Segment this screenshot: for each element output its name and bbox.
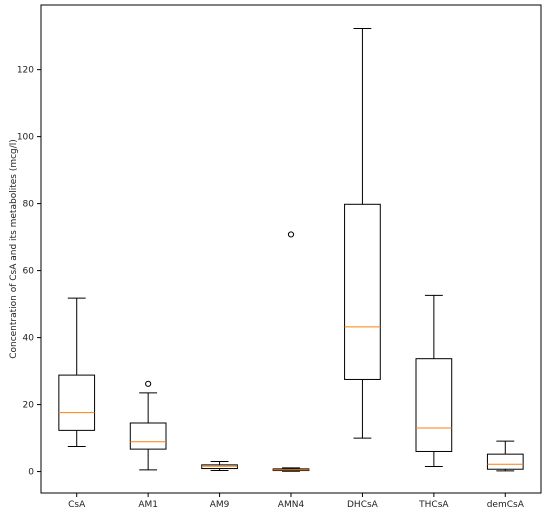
x-tick-label: demCsA (487, 500, 525, 510)
y-tick-label: 60 (23, 267, 35, 277)
y-tick-label: 0 (28, 468, 34, 478)
plot-area (40, 4, 542, 494)
box-thcsa (415, 294, 453, 468)
x-tick-label: AM9 (210, 500, 230, 510)
box-amn4 (272, 231, 310, 472)
y-tick-label: 20 (23, 401, 35, 411)
y-axis-label: Concentration of CsA and its metabolites… (9, 139, 19, 359)
box-demcsa (486, 440, 524, 472)
box-iqr (486, 453, 524, 470)
box-series (58, 27, 524, 472)
box-iqr (201, 464, 238, 470)
x-tick-label: AMN4 (278, 500, 305, 510)
outlier-point (145, 380, 152, 387)
box-dhcsa (344, 27, 381, 439)
x-axis-ticks: CsA AM1 AM9 AMN4 DHCsA THCsA demCsA (68, 493, 525, 510)
y-tick-label: 40 (23, 334, 35, 344)
x-tick-label: DHCsA (347, 500, 379, 510)
y-axis-ticks: 0 20 40 60 80 100 120 (17, 66, 41, 478)
box-iqr (344, 203, 381, 380)
box-iqr (415, 358, 453, 452)
x-tick-label: AM1 (138, 500, 158, 510)
box-iqr (58, 374, 96, 431)
outlier-point (287, 231, 295, 238)
x-tick-label: THCsA (418, 500, 449, 510)
x-tick-label: CsA (68, 500, 86, 510)
y-tick-label: 120 (17, 66, 34, 76)
y-tick-label: 100 (17, 133, 34, 143)
y-tick-label: 80 (23, 200, 35, 210)
box-am1 (129, 380, 167, 471)
box-csa (58, 297, 96, 447)
box-am9 (201, 461, 238, 472)
box-iqr (129, 422, 167, 450)
